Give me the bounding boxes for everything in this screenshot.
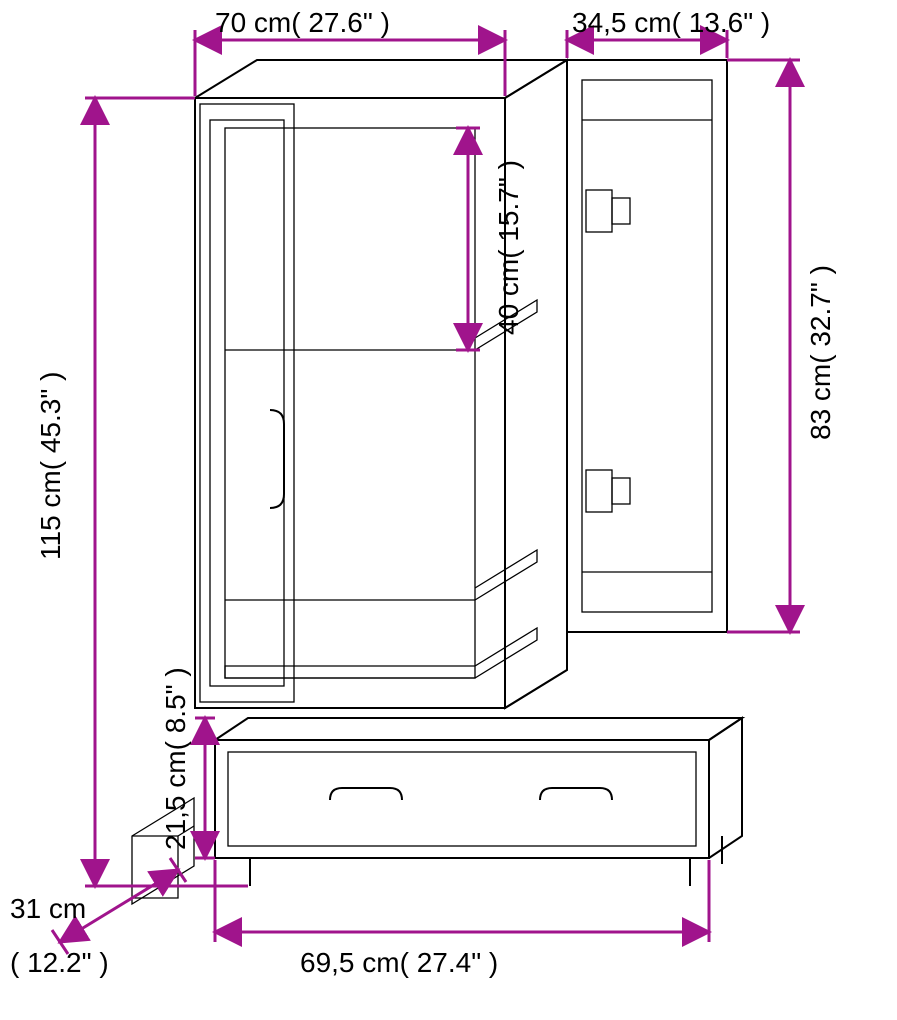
dim-door-height-in: ( 32.7" ) [805, 265, 836, 364]
dim-top-width: 70 cm( 27.6" ) [195, 7, 505, 96]
svg-text:40 cm( 15.7" ): 40 cm( 15.7" ) [493, 160, 524, 335]
dim-total-height-cm: 115 cm [35, 470, 66, 560]
dim-drawer-height-cm: 21,5 cm [160, 750, 191, 850]
dim-shelf-height-in: ( 15.7" ) [493, 160, 524, 259]
dim-top-depth-in: ( 13.6" ) [672, 7, 771, 38]
dim-top-width-in: ( 27.6" ) [291, 7, 390, 38]
dim-drawer-depth: 31 cm ( 12.2" ) [10, 858, 186, 978]
dim-drawer-width-in: ( 27.4" ) [400, 947, 499, 978]
dimension-diagram: 70 cm( 27.6" ) 34,5 cm( 13.6" ) 115 cm( … [0, 0, 897, 1020]
svg-text:( 12.2" ): ( 12.2" ) [10, 947, 109, 978]
dim-drawer-depth-in: ( 12.2" ) [10, 947, 109, 978]
svg-text:21,5 cm( 8.5" ): 21,5 cm( 8.5" ) [160, 667, 191, 850]
svg-text:115 cm( 45.3" ): 115 cm( 45.3" ) [35, 372, 66, 560]
svg-text:83 cm( 32.7" ): 83 cm( 32.7" ) [805, 265, 836, 440]
dim-drawer-depth-cm: 31 cm [10, 893, 86, 924]
dim-top-depth-cm: 34,5 cm [572, 7, 672, 38]
dim-top-width-cm: 70 cm [215, 7, 291, 38]
dim-total-height-in: ( 45.3" ) [35, 372, 66, 471]
dim-door-height: 83 cm( 32.7" ) [727, 60, 836, 632]
dim-drawer-width: 69,5 cm( 27.4" ) [215, 860, 709, 978]
cabinet-drawing [132, 60, 742, 904]
dim-drawer-width-cm: 69,5 cm [300, 947, 400, 978]
svg-text:31 cm: 31 cm [10, 893, 86, 924]
svg-text:34,5 cm( 13.6" ): 34,5 cm( 13.6" ) [572, 7, 770, 38]
open-door [567, 60, 727, 632]
dim-shelf-height: 40 cm( 15.7" ) [456, 128, 524, 350]
drawer [132, 640, 742, 904]
dim-shelf-height-cm: 40 cm [493, 259, 524, 335]
dim-drawer-height: 21,5 cm( 8.5" ) [160, 667, 215, 858]
dim-door-height-cm: 83 cm [805, 364, 836, 440]
svg-text:70 cm( 27.6" ): 70 cm( 27.6" ) [215, 7, 390, 38]
dim-drawer-height-in: ( 8.5" ) [160, 667, 191, 750]
svg-text:69,5 cm( 27.4" ): 69,5 cm( 27.4" ) [300, 947, 498, 978]
dim-total-height: 115 cm( 45.3" ) [35, 98, 248, 886]
dim-top-depth: 34,5 cm( 13.6" ) [567, 7, 770, 58]
